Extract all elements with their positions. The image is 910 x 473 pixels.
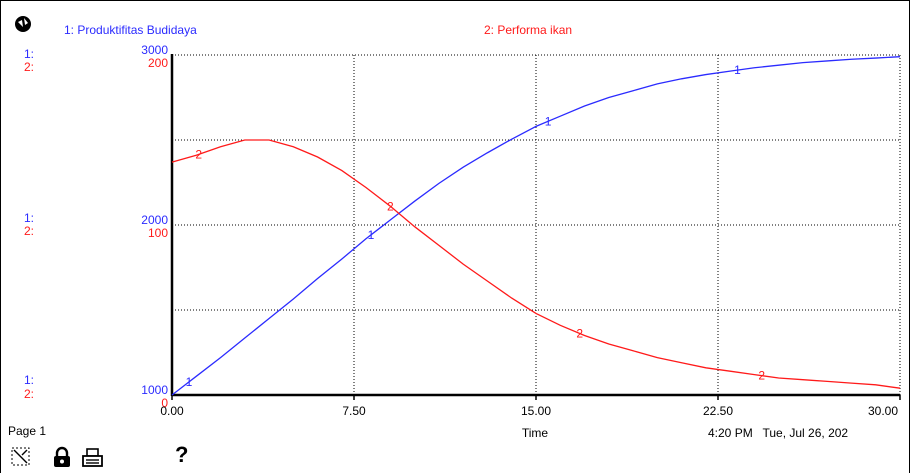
y-tick-label-series-1: 2000 [141,213,168,227]
axis-tags-bottom: 1: 2: [24,373,34,401]
axis-tags-top: 1: 2: [24,47,34,74]
axis-tag-series-2: 2: [24,387,34,401]
pin-icon[interactable] [11,447,30,466]
window-left-border [0,0,1,473]
x-tick-label: 7.50 [342,404,366,418]
x-tick-label: 0.00 [160,404,184,418]
axis-tag-series-1: 1: [24,373,34,387]
series-lines: 1 1 1 1 2 2 2 2 [171,56,901,396]
series-marker-1: 1 [734,63,741,77]
page-label[interactable]: Page 1 [8,424,47,438]
x-tick-label: 22.50 [703,404,733,418]
x-tick-labels: 0.00 7.50 15.00 22.50 30.00 [160,404,898,418]
lock-icon[interactable] [54,446,70,467]
graph-pad-icon[interactable] [15,16,31,32]
y-tick-label-series-2: 200 [148,56,168,70]
grid-lines [172,54,901,395]
y-tick-label-series-2: 0 [161,396,168,410]
x-tick-label: 15.00 [521,404,551,418]
legend-series-2: 2: Performa ikan [484,23,572,37]
axis-tag-series-1: 1: [24,211,34,225]
series-marker-1: 1 [368,228,375,242]
series-marker-2: 2 [576,326,583,340]
axis-tag-series-1: 1: [24,47,34,61]
series-marker-1: 1 [186,375,193,389]
x-tick-label: 30.00 [868,404,898,418]
series-marker-2: 2 [195,147,202,161]
series-marker-2: 2 [758,369,765,383]
window-top-border [0,0,910,1]
series-line-1 [171,56,901,396]
axis-tag-series-2: 2: [24,224,34,238]
help-icon[interactable]: ? [175,442,189,467]
y-tick-label-series-1: 1000 [141,383,168,397]
series-line-2 [171,139,901,389]
y-tick-label-series-2: 100 [148,226,168,240]
y-tick-label-series-1: 3000 [141,43,168,57]
x-axis-label: Time [522,426,549,440]
print-icon[interactable] [82,448,103,467]
axis-tag-series-2: 2: [24,60,34,74]
legend-series-1: 1: Produktifitas Budidaya [64,23,197,37]
axis-tags-middle: 1: 2: [24,211,34,238]
series-marker-2: 2 [387,199,394,213]
plot-axes [170,54,901,400]
series-marker-1: 1 [545,114,552,128]
timestamp: 4:20 PM Tue, Jul 26, 202 [708,426,848,440]
